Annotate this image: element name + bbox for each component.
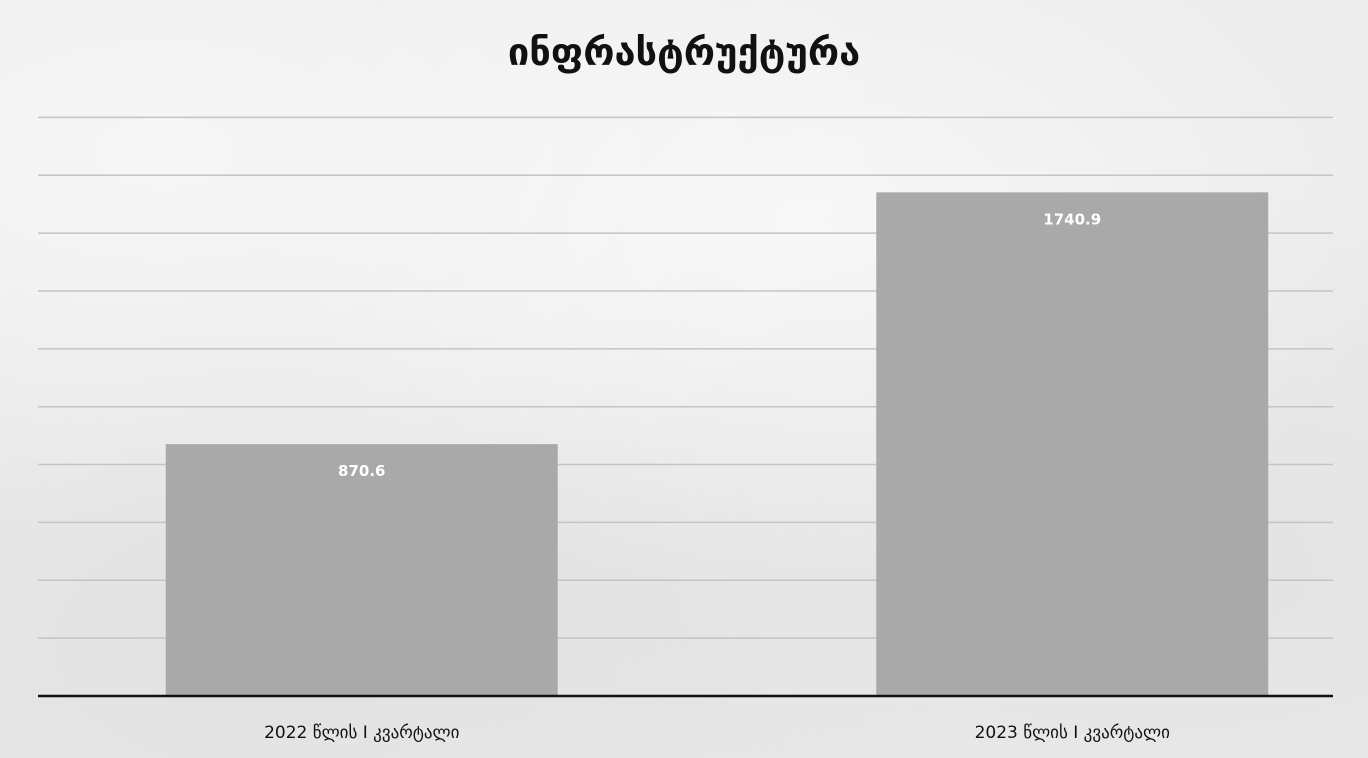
bars — [165, 192, 1269, 696]
data-label: 870.6 — [338, 462, 385, 480]
bar-1 — [165, 444, 558, 696]
chart-title: ინფრასტრუქტურა — [507, 30, 861, 74]
category-label: 2022 წლის I კვარტალი — [264, 723, 459, 743]
category-labels: 2022 წლის I კვარტალი 2023 წლის I კვარტალი — [264, 723, 1170, 743]
category-label: 2023 წლის I კვარტალი — [975, 723, 1170, 743]
bar-2 — [876, 192, 1269, 696]
data-labels: 870.6 1740.9 — [338, 210, 1101, 480]
data-label: 1740.9 — [1043, 210, 1101, 228]
